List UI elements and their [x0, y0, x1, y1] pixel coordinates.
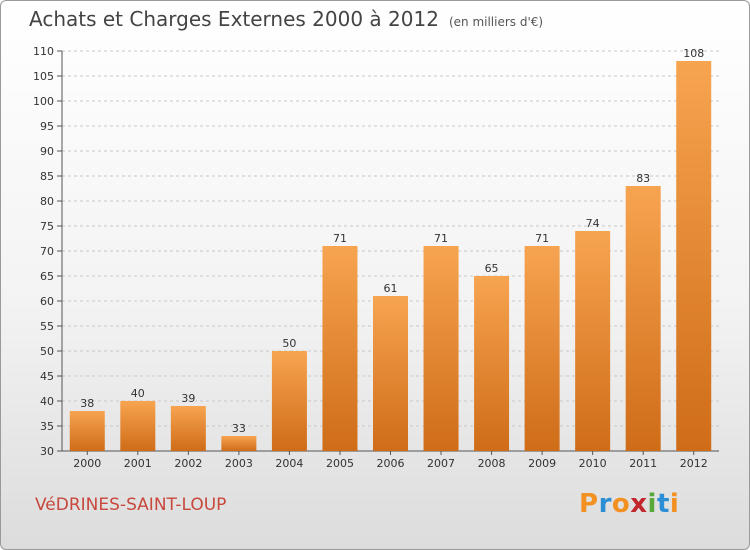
axes: 30 35 40 45 50 55 60 65 70 75 80 85 90 95 100 105 110 200… [33, 45, 719, 470]
y-tick-label: 80 [40, 195, 54, 208]
x-tick-label: 2003 [225, 457, 253, 470]
bar-2012 [676, 61, 712, 451]
y-tick-label: 30 [40, 445, 54, 458]
bar-2005 [322, 246, 358, 451]
data-label-2001: 40 [131, 387, 145, 400]
bar-2009 [524, 246, 560, 451]
bar-2002 [170, 406, 206, 451]
data-label-2009: 71 [535, 232, 549, 245]
data-label-2012: 108 [683, 47, 704, 60]
x-tick-label: 2005 [326, 457, 354, 470]
y-tick-label: 70 [40, 245, 54, 258]
data-label-2003: 33 [232, 422, 246, 435]
y-tick-label: 85 [40, 170, 54, 183]
bars [69, 61, 712, 451]
y-tick-label: 75 [40, 220, 54, 233]
chart-unit: (en milliers d'€) [448, 15, 544, 29]
y-tick-label: 40 [40, 395, 54, 408]
data-label-2007: 71 [434, 232, 448, 245]
data-label-2010: 74 [586, 217, 600, 230]
bar-2010 [575, 231, 611, 451]
data-label-2005: 71 [333, 232, 347, 245]
y-tick-label: 35 [40, 420, 54, 433]
logo-letter: x [630, 489, 648, 519]
logo-letter: o [611, 489, 631, 519]
chart-title-text: Achats et Charges Externes 2000 à 2012 [29, 7, 439, 31]
logo-letter: r [598, 489, 612, 519]
y-tick-label: 50 [40, 345, 54, 358]
x-tick-label: 2000 [73, 457, 101, 470]
y-tick-label: 100 [33, 95, 54, 108]
data-label-2000: 38 [80, 397, 94, 410]
y-tick-label: 110 [33, 45, 54, 58]
y-tick-label: 60 [40, 295, 54, 308]
x-tick-label: 2012 [680, 457, 708, 470]
data-label-2006: 61 [384, 282, 398, 295]
x-tick-label: 2011 [629, 457, 657, 470]
chart-title: Achats et Charges Externes 2000 à 2012 (e… [29, 7, 543, 31]
data-label-2002: 39 [181, 392, 195, 405]
bar-2011 [625, 186, 661, 451]
data-labels: 38 40 39 33 50 71 61 71 65 71 74 83 108 [80, 47, 704, 435]
logo-letter: i [669, 489, 680, 519]
x-tick-label: 2009 [528, 457, 556, 470]
x-tick-label: 2010 [579, 457, 607, 470]
bar-2004 [271, 351, 307, 451]
x-tick-label: 2008 [478, 457, 506, 470]
x-tick-label: 2006 [377, 457, 405, 470]
y-tick-label: 105 [33, 70, 54, 83]
bar-2006 [373, 296, 408, 451]
logo-letter: P [579, 489, 599, 519]
bar-2008 [474, 276, 510, 451]
logo-letter: i [647, 489, 657, 519]
data-label-2011: 83 [636, 172, 650, 185]
y-tick-label: 90 [40, 145, 54, 158]
logo-letter: t [656, 489, 670, 519]
x-tick-label: 2001 [124, 457, 152, 470]
x-tick-label: 2007 [427, 457, 455, 470]
proxiti-logo: Proxiti [579, 489, 679, 519]
y-tick-label: 95 [40, 120, 54, 133]
location-name: VéDRINES-SAINT-LOUP [35, 495, 227, 515]
y-tick-label: 45 [40, 370, 54, 383]
data-label-2008: 65 [485, 262, 499, 275]
data-label-2004: 50 [282, 337, 296, 350]
bar-2000 [69, 411, 105, 451]
y-tick-label: 55 [40, 320, 54, 333]
x-tick-label: 2002 [174, 457, 202, 470]
y-tick-label: 65 [40, 270, 54, 283]
bar-2007 [423, 246, 459, 451]
bar-2003 [221, 436, 257, 451]
x-tick-label: 2004 [275, 457, 303, 470]
bar-2001 [120, 401, 156, 451]
